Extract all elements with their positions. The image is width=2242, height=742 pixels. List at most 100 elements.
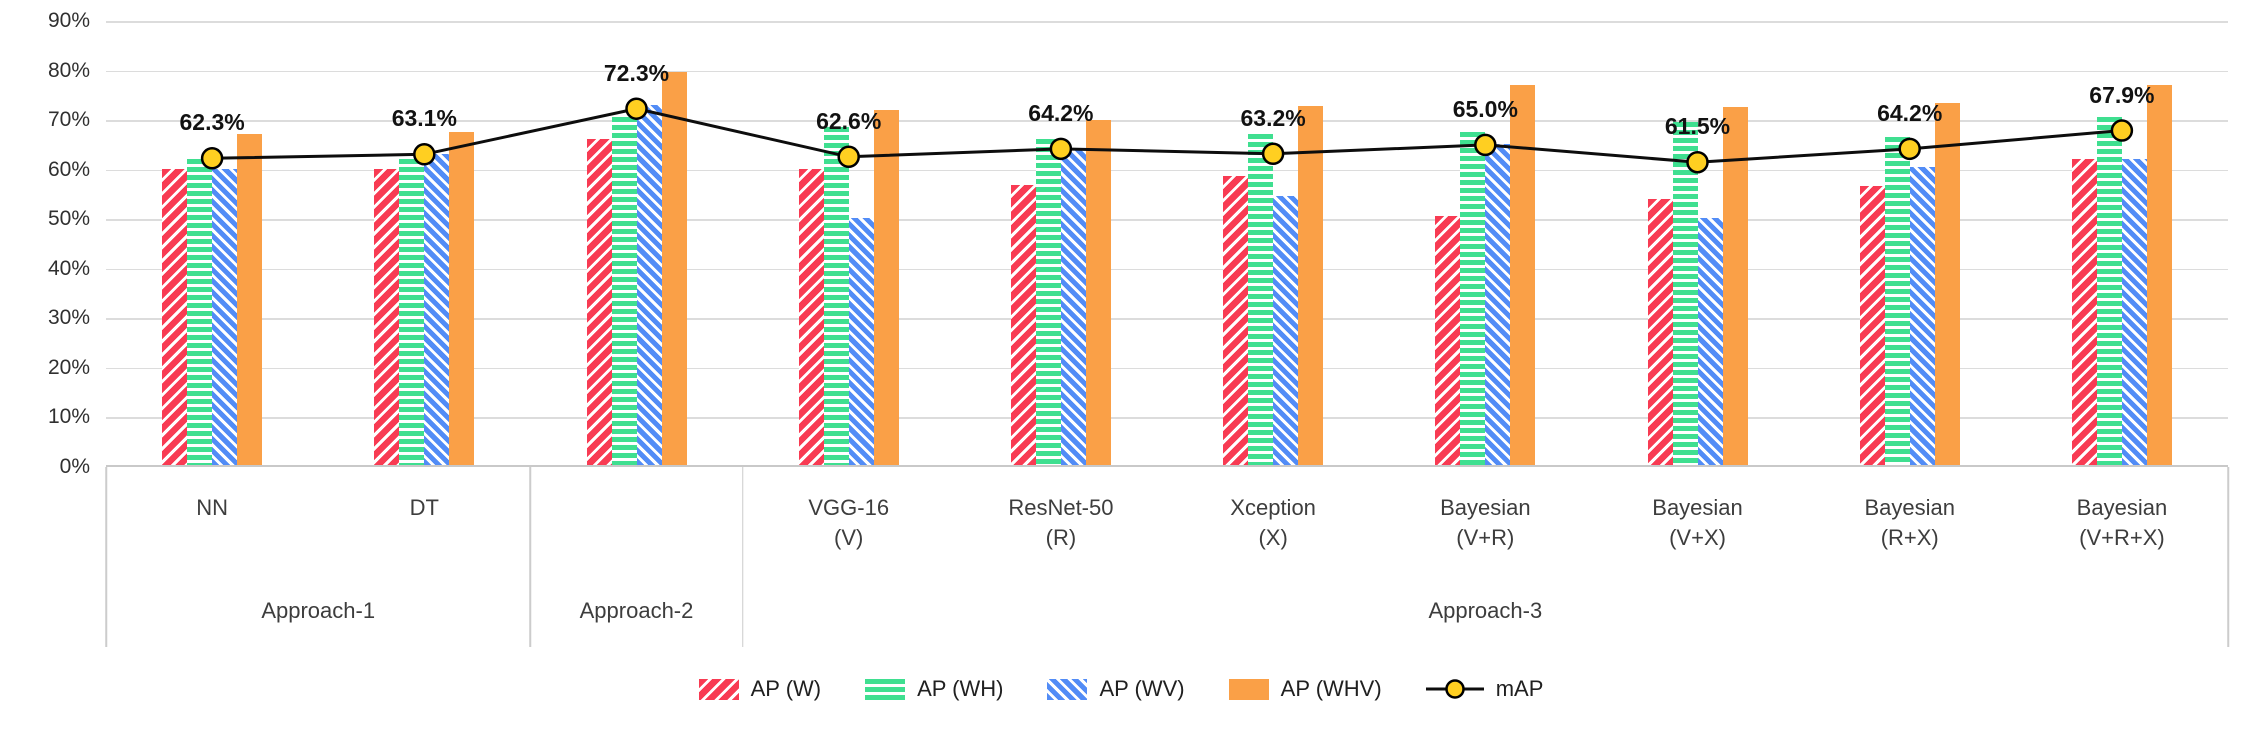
category-label: VGG-16 (V) — [743, 467, 955, 575]
bar-group — [743, 21, 955, 465]
y-axis-tick: 40% — [47, 256, 90, 280]
legend-swatch-ap_wv — [1047, 678, 1088, 700]
bar-ap_whv — [1934, 103, 1960, 465]
bar-ap_w — [798, 169, 824, 465]
bar-groups — [106, 21, 2228, 465]
y-axis-tick: 80% — [47, 58, 90, 82]
axis-divider — [529, 467, 532, 647]
bar-ap_w — [1223, 176, 1249, 465]
category-label-line: Bayesian — [1440, 495, 1531, 520]
bar-ap_wv — [1485, 144, 1511, 465]
y-axis-tick: 70% — [47, 108, 90, 132]
approach-label: Approach-2 — [530, 575, 742, 647]
bar-ap_wh — [1248, 134, 1274, 465]
gridline — [106, 367, 2228, 370]
y-axis-tick: 60% — [47, 157, 90, 181]
gridline — [106, 318, 2228, 320]
bar-ap_wh — [399, 159, 425, 465]
axis-divider — [2227, 467, 2229, 647]
map-marker — [1898, 137, 1921, 161]
legend-item: AP (WHV) — [1228, 676, 1382, 702]
legend-label: AP (WHV) — [1280, 676, 1382, 701]
bar-ap_w — [374, 169, 400, 465]
legend-label: AP (W) — [750, 676, 822, 701]
category-label-line: (V+R+X) — [2079, 524, 2165, 550]
legend-item: AP (WH) — [865, 676, 1003, 702]
legend-swatch-ap_whv — [1228, 678, 1269, 700]
category-label: NN — [106, 467, 318, 575]
bar-ap_whv — [661, 71, 687, 465]
bar-ap_wh — [823, 127, 849, 465]
bar-ap_wh — [1035, 139, 1061, 465]
bar-ap_w — [1859, 186, 1885, 465]
map-value-label: 65.0% — [1452, 95, 1518, 122]
bar-ap_whv — [1298, 105, 1324, 465]
category-label — [530, 467, 742, 575]
bar-ap_whv — [873, 109, 899, 465]
map-value-label: 62.3% — [179, 109, 245, 136]
category-label-line: (R) — [1045, 524, 1077, 550]
map-marker — [2110, 119, 2134, 142]
bar-ap_wv — [1909, 166, 1935, 465]
map-marker — [837, 145, 860, 169]
category-label-line: Bayesian — [2076, 495, 2168, 520]
bar-ap_wh — [1884, 136, 1910, 465]
category-label: DT — [318, 467, 530, 575]
category-label: ResNet-50 (R) — [955, 467, 1167, 575]
approach-label: Approach-3 — [743, 575, 2228, 647]
map-marker — [1049, 137, 1073, 161]
axis-divider — [741, 467, 744, 647]
category-label-line: VGG-16 — [808, 495, 890, 520]
bar-ap_wv — [636, 104, 662, 465]
category-label-row: NN DT VGG-16 (V) ResNet-50 (R) Xception (X) Baye… — [106, 467, 2228, 575]
map-marker — [413, 143, 436, 166]
map-marker — [1686, 150, 1709, 174]
category-label-line: (R+X) — [1880, 524, 1939, 550]
bar-ap_whv — [1722, 107, 1748, 465]
map-value-label: 62.6% — [816, 107, 882, 134]
map-value-label: 63.2% — [1240, 104, 1306, 131]
category-label-line: (V+R) — [1456, 524, 1515, 550]
approach-label-text: Approach-3 — [1428, 598, 1543, 623]
bar-group — [1804, 21, 2016, 465]
gridline — [106, 268, 2228, 271]
bar-ap_w — [586, 139, 612, 465]
category-label-line: (V) — [834, 524, 864, 550]
y-axis-tick: 90% — [47, 9, 90, 32]
bar-ap_wh — [1672, 122, 1698, 465]
map-value-label: 67.9% — [2089, 81, 2155, 108]
category-label: Bayesian (V+R) — [1379, 467, 1591, 575]
bar-group — [2016, 21, 2228, 465]
category-label: Xception (X) — [1167, 467, 1379, 575]
category-label-line: Bayesian — [1652, 495, 1743, 520]
x-axis: NN DT VGG-16 (V) ResNet-50 (R) Xception (X) Baye… — [105, 467, 2229, 647]
gridline — [106, 169, 2228, 172]
legend-line-marker-icon — [1425, 677, 1484, 701]
y-axis: 0% 10% 20% 30% 40% 50% 60% 70% 80% 90% — [0, 9, 90, 478]
bar-ap_wv — [1060, 149, 1086, 465]
bar-group — [106, 21, 318, 465]
category-label: Bayesian (V+X) — [1591, 467, 1803, 575]
bar-group — [318, 21, 530, 465]
bar-ap_w — [2071, 159, 2097, 465]
gridline — [106, 219, 2228, 221]
bar-ap_wv — [212, 169, 238, 465]
legend-label: AP (WH) — [917, 676, 1004, 701]
legend-item: AP (W) — [698, 676, 822, 702]
category-label: Bayesian (V+R+X) — [2016, 467, 2228, 575]
bar-ap_whv — [449, 132, 475, 465]
bar-group — [1167, 21, 1379, 465]
category-label-line: Xception — [1230, 495, 1316, 520]
bar-ap_wh — [187, 159, 213, 465]
category-label-line: ResNet-50 — [1008, 495, 1114, 520]
category-label: Bayesian (R+X) — [1804, 467, 2016, 575]
bar-group — [1591, 21, 1803, 465]
category-label-line: Bayesian — [1864, 495, 1955, 520]
bar-ap_whv — [2146, 85, 2172, 465]
legend-swatch-ap_w — [698, 678, 739, 700]
map-line — [212, 107, 2123, 164]
bar-ap_wh — [1460, 132, 1486, 465]
bar-ap_wh — [2096, 117, 2122, 465]
bar-ap_whv — [1085, 119, 1111, 465]
